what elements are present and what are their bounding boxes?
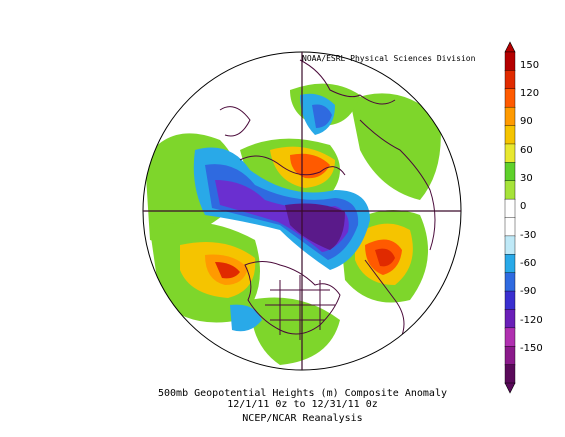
colorbar-segment [504,162,516,182]
colorbar-segment [504,217,516,237]
colorbar-segment [504,125,516,145]
coastlines [219,59,436,341]
colorbar-segment [504,235,516,255]
colorbar-segment [504,143,516,164]
colorbar-tick-label: 60 [520,144,533,156]
colorbar-tick-label: 0 [520,201,527,213]
colorbar-tick-label: -30 [520,229,537,241]
colorbar-segment [504,254,516,274]
caption-source: NCEP/NCAR Reanalysis [242,413,363,424]
colorbar-segment [504,70,516,90]
colorbar-segment [504,327,516,347]
caption-title: 500mb Geopotential Heights (m) Composite… [158,388,447,399]
colorbar-segment [504,346,516,366]
colorbar-tick-label: 30 [520,172,533,184]
colorbar-segment [504,272,516,292]
colorbar-segment [504,290,516,311]
colorbar-segment [504,198,516,219]
anomaly-field [143,52,461,370]
colorbar-segment [504,364,516,384]
colorbar-tick-label: -90 [520,286,537,298]
colorbar [504,41,516,394]
colorbar-tick-label: -60 [520,257,537,269]
colorbar-min-arrow [504,382,516,394]
colorbar-tick-label: 120 [520,88,540,100]
colorbar-segment [504,88,516,108]
colorbar-segment [504,106,516,127]
colorbar-tick-label: 150 [520,59,540,71]
colorbar-segment [504,51,516,72]
colorbar-tick-label: -120 [520,314,543,326]
colorbar-segment [504,309,516,329]
colorbar-tick-label: 90 [520,116,533,128]
colorbar-tick-label: -150 [520,342,543,354]
colorbar-segment [504,180,516,200]
caption-dates: 12/1/11 0z to 12/31/11 0z [227,399,378,410]
colorbar-max-arrow [504,41,516,53]
credit-label: NOAA/ESRL Physical Sciences Division [302,54,476,63]
